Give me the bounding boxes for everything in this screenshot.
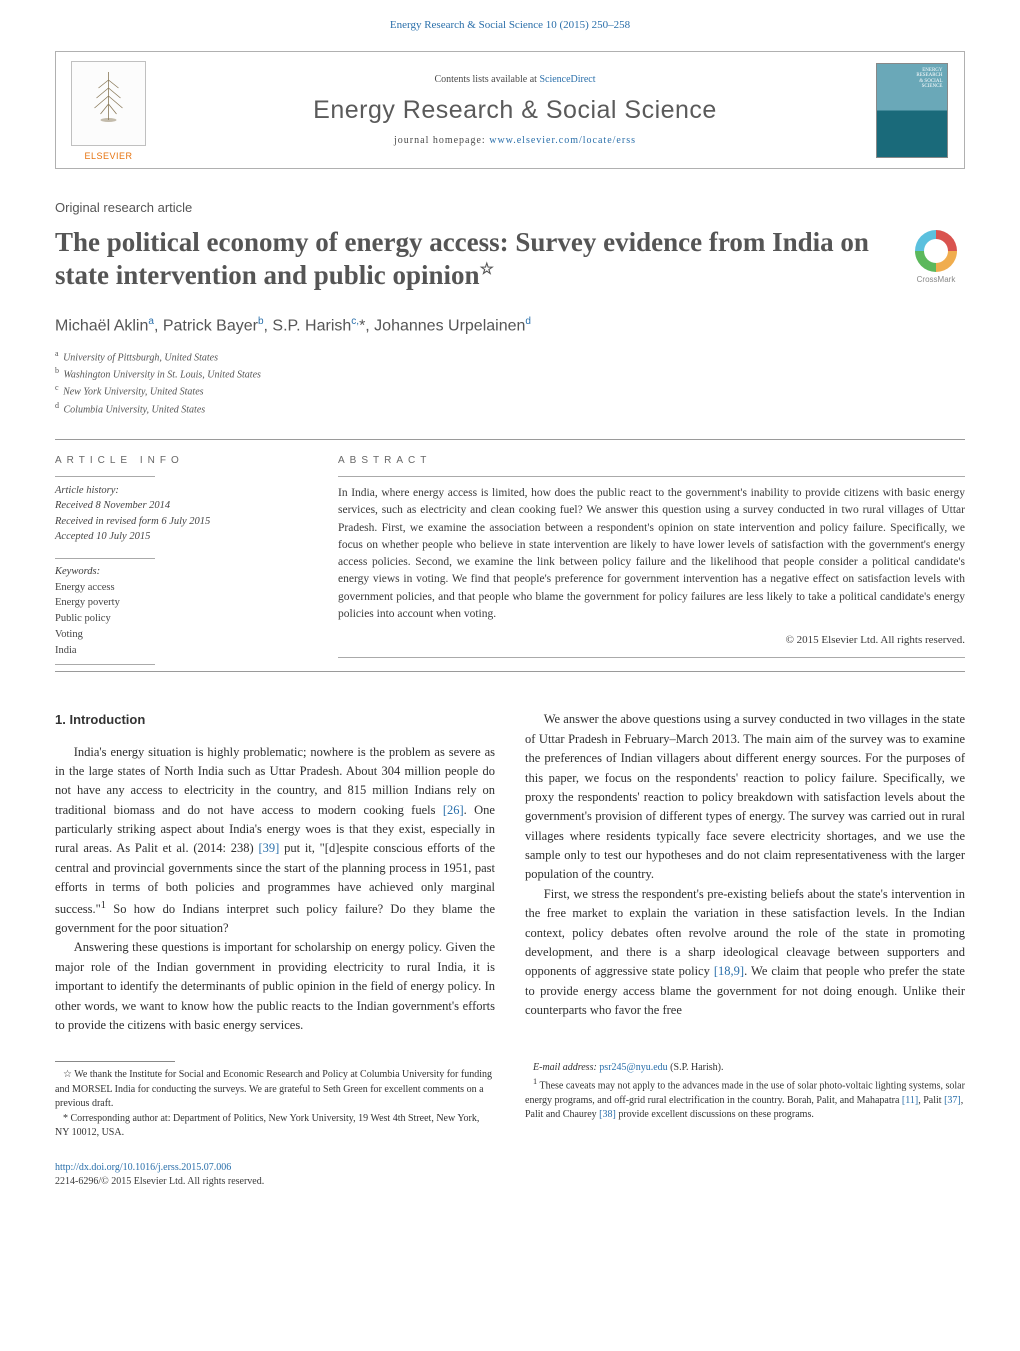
affiliation-line: a University of Pittsburgh, United State… <box>55 348 965 365</box>
footnotes: ☆ We thank the Institute for Social and … <box>55 1061 965 1141</box>
cover-title-text: ENERGYRESEARCH& SOCIALSCIENCE <box>916 68 942 90</box>
section-heading: 1. Introduction <box>55 710 495 730</box>
footnote-corresponding: * Corresponding author at: Department of… <box>55 1112 495 1141</box>
abstract-heading: ABSTRACT <box>338 454 965 468</box>
footnote-star: ☆ We thank the Institute for Social and … <box>55 1068 495 1112</box>
footnote-rule <box>55 1061 175 1062</box>
crossmark-badge[interactable]: CrossMark <box>907 230 965 285</box>
crossmark-icon <box>915 230 957 272</box>
affiliation-line: d Columbia University, United States <box>55 400 965 417</box>
sciencedirect-link[interactable]: ScienceDirect <box>539 74 595 85</box>
affiliations: a University of Pittsburgh, United State… <box>55 348 965 417</box>
contents-line: Contents lists available at ScienceDirec… <box>434 73 595 87</box>
abstract-column: ABSTRACT In India, where energy access i… <box>338 454 965 671</box>
rule-above-info <box>55 439 965 440</box>
publisher-name: ELSEVIER <box>84 150 132 163</box>
issn-copyright: 2214-6296/© 2015 Elsevier Ltd. All right… <box>55 1176 264 1187</box>
keywords-list: Energy accessEnergy povertyPublic policy… <box>55 580 300 659</box>
footer-block: http://dx.doi.org/10.1016/j.erss.2015.07… <box>55 1161 965 1189</box>
abstract-rule-top <box>338 476 965 477</box>
abstract-copyright: © 2015 Elsevier Ltd. All rights reserved… <box>338 633 965 648</box>
keyword: Public policy <box>55 611 300 627</box>
email-label: E-mail address: <box>533 1062 599 1073</box>
accepted-date: Accepted 10 July 2015 <box>55 529 300 544</box>
revised-date: Received in revised form 6 July 2015 <box>55 514 300 529</box>
email-suffix: (S.P. Harish). <box>668 1062 724 1073</box>
email-link[interactable]: psr245@nyu.edu <box>599 1062 667 1073</box>
doi-link[interactable]: http://dx.doi.org/10.1016/j.erss.2015.07… <box>55 1162 231 1173</box>
contents-label: Contents lists available at <box>434 74 539 85</box>
info-rule-1 <box>55 476 155 477</box>
authors-line: Michaël Aklina, Patrick Bayerb, S.P. Har… <box>55 315 965 338</box>
info-rule-3 <box>55 664 155 665</box>
footnote-1: 1 These caveats may not apply to the adv… <box>525 1076 965 1123</box>
homepage-label: journal homepage: <box>394 135 489 146</box>
homepage-line: journal homepage: www.elsevier.com/locat… <box>394 134 636 148</box>
journal-title-cell: Contents lists available at ScienceDirec… <box>161 52 869 168</box>
cover-cell: ENERGYRESEARCH& SOCIALSCIENCE <box>869 52 964 168</box>
title-text: The political economy of energy access: … <box>55 227 869 291</box>
body-paragraph: We answer the above questions using a su… <box>525 710 965 884</box>
abstract-rule-bottom <box>338 657 965 658</box>
keyword: India <box>55 643 300 659</box>
homepage-link[interactable]: www.elsevier.com/locate/erss <box>489 135 636 146</box>
history-label: Article history: <box>55 483 300 498</box>
journal-title: Energy Research & Social Science <box>313 93 717 128</box>
keywords-label: Keywords: <box>55 565 300 580</box>
article-title: The political economy of energy access: … <box>55 226 887 294</box>
affiliation-line: b Washington University in St. Louis, Un… <box>55 365 965 382</box>
journal-header: ELSEVIER Contents lists available at Sci… <box>55 51 965 169</box>
affiliation-line: c New York University, United States <box>55 382 965 399</box>
publisher-cell: ELSEVIER <box>56 52 161 168</box>
received-date: Received 8 November 2014 <box>55 498 300 513</box>
running-head: Energy Research & Social Science 10 (201… <box>0 0 1020 41</box>
rule-below-abstract <box>55 671 965 672</box>
crossmark-label: CrossMark <box>907 274 965 285</box>
article-info-heading: ARTICLE INFO <box>55 454 300 468</box>
keyword: Voting <box>55 627 300 643</box>
article-info-column: ARTICLE INFO Article history: Received 8… <box>55 454 300 671</box>
info-rule-2 <box>55 558 155 559</box>
body-paragraph: India's energy situation is highly probl… <box>55 743 495 939</box>
body-paragraph: First, we stress the respondent's pre-ex… <box>525 885 965 1021</box>
title-star: ☆ <box>480 261 494 278</box>
elsevier-logo <box>71 61 146 146</box>
body-paragraph: Answering these questions is important f… <box>55 938 495 1035</box>
journal-cover-thumb: ENERGYRESEARCH& SOCIALSCIENCE <box>876 63 948 158</box>
article-type: Original research article <box>55 199 965 217</box>
body-text: 1. Introduction India's energy situation… <box>55 710 965 1035</box>
footnote-email: E-mail address: psr245@nyu.edu (S.P. Har… <box>525 1061 965 1076</box>
article-history: Article history: Received 8 November 201… <box>55 483 300 544</box>
keyword: Energy poverty <box>55 595 300 611</box>
abstract-body: In India, where energy access is limited… <box>338 485 965 623</box>
keyword: Energy access <box>55 580 300 596</box>
